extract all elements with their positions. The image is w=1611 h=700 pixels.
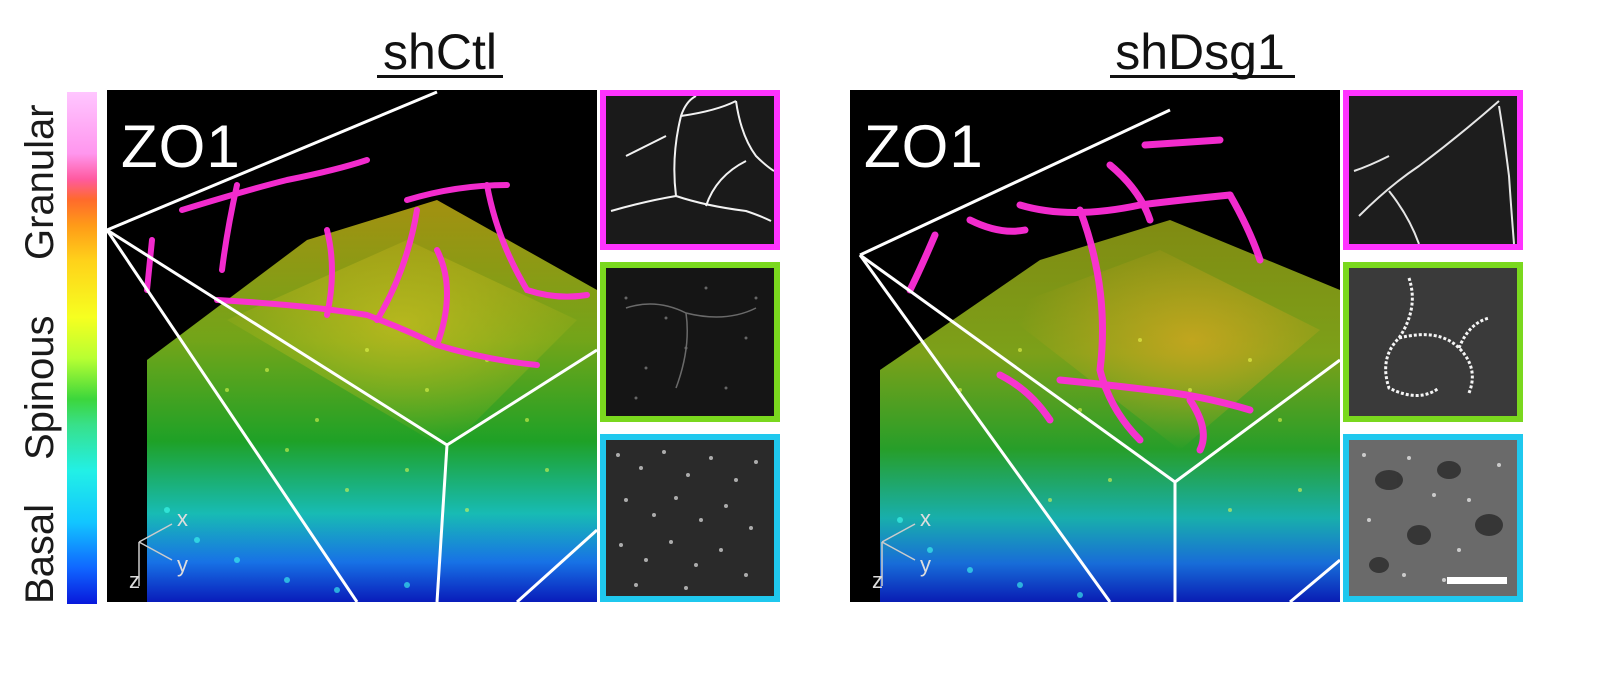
axis-triad-shdsg1: x y z bbox=[870, 502, 950, 594]
inset-image-shctl-basal bbox=[606, 440, 774, 596]
axis-triad-shctl: x y z bbox=[127, 502, 207, 594]
axis-label-z: z bbox=[129, 568, 140, 593]
axis-label-y: y bbox=[177, 552, 188, 577]
inset-shdsg1-spinous bbox=[1343, 262, 1523, 422]
inset-image-shdsg1-basal bbox=[1349, 440, 1517, 596]
title-shdsg1-underline bbox=[1110, 75, 1295, 78]
label-spinous: Spinous bbox=[18, 315, 62, 460]
zo1-network-shctl bbox=[144, 157, 590, 368]
volume-render-shctl bbox=[107, 90, 597, 602]
speckles-shdsg1 bbox=[958, 338, 1302, 512]
axis-label-x: x bbox=[177, 506, 188, 531]
panel-shctl-3d: ZO1 x y z bbox=[107, 90, 597, 602]
inset-image-shdsg1-spinous bbox=[1349, 268, 1517, 416]
marker-label-zo1: ZO1 bbox=[121, 113, 241, 180]
inset-shctl-granular bbox=[600, 90, 780, 250]
speckles-shctl bbox=[225, 348, 549, 512]
label-basal: Basal bbox=[18, 503, 62, 604]
inset-image-shctl-granular bbox=[606, 96, 774, 244]
bounding-box-shctl bbox=[107, 90, 597, 602]
zo1-network-shdsg1 bbox=[906, 136, 1264, 454]
title-shdsg1: shDsg1 bbox=[1115, 24, 1285, 80]
axis-label-z-right: z bbox=[872, 568, 883, 593]
inset-image-shdsg1-granular bbox=[1349, 96, 1517, 244]
label-granular: Granular bbox=[18, 104, 62, 260]
bounding-box-shdsg1 bbox=[858, 108, 1340, 602]
axis-label-y-right: y bbox=[920, 552, 931, 577]
inset-image-shctl-spinous bbox=[606, 268, 774, 416]
scale-bar bbox=[1447, 577, 1507, 584]
depth-colorbar bbox=[67, 92, 97, 604]
inset-shctl-spinous bbox=[600, 262, 780, 422]
inset-shctl-basal bbox=[600, 434, 780, 602]
inset-shdsg1-granular bbox=[1343, 90, 1523, 250]
title-shctl-underline bbox=[377, 75, 503, 78]
title-shctl: shCtl bbox=[383, 24, 497, 80]
volume-render-shdsg1 bbox=[858, 108, 1340, 602]
panel-shdsg1-3d: ZO1 x y z bbox=[850, 90, 1340, 602]
inset-shdsg1-basal bbox=[1343, 434, 1523, 602]
marker-label-zo1-right: ZO1 bbox=[864, 113, 984, 180]
axis-label-x-right: x bbox=[920, 506, 931, 531]
